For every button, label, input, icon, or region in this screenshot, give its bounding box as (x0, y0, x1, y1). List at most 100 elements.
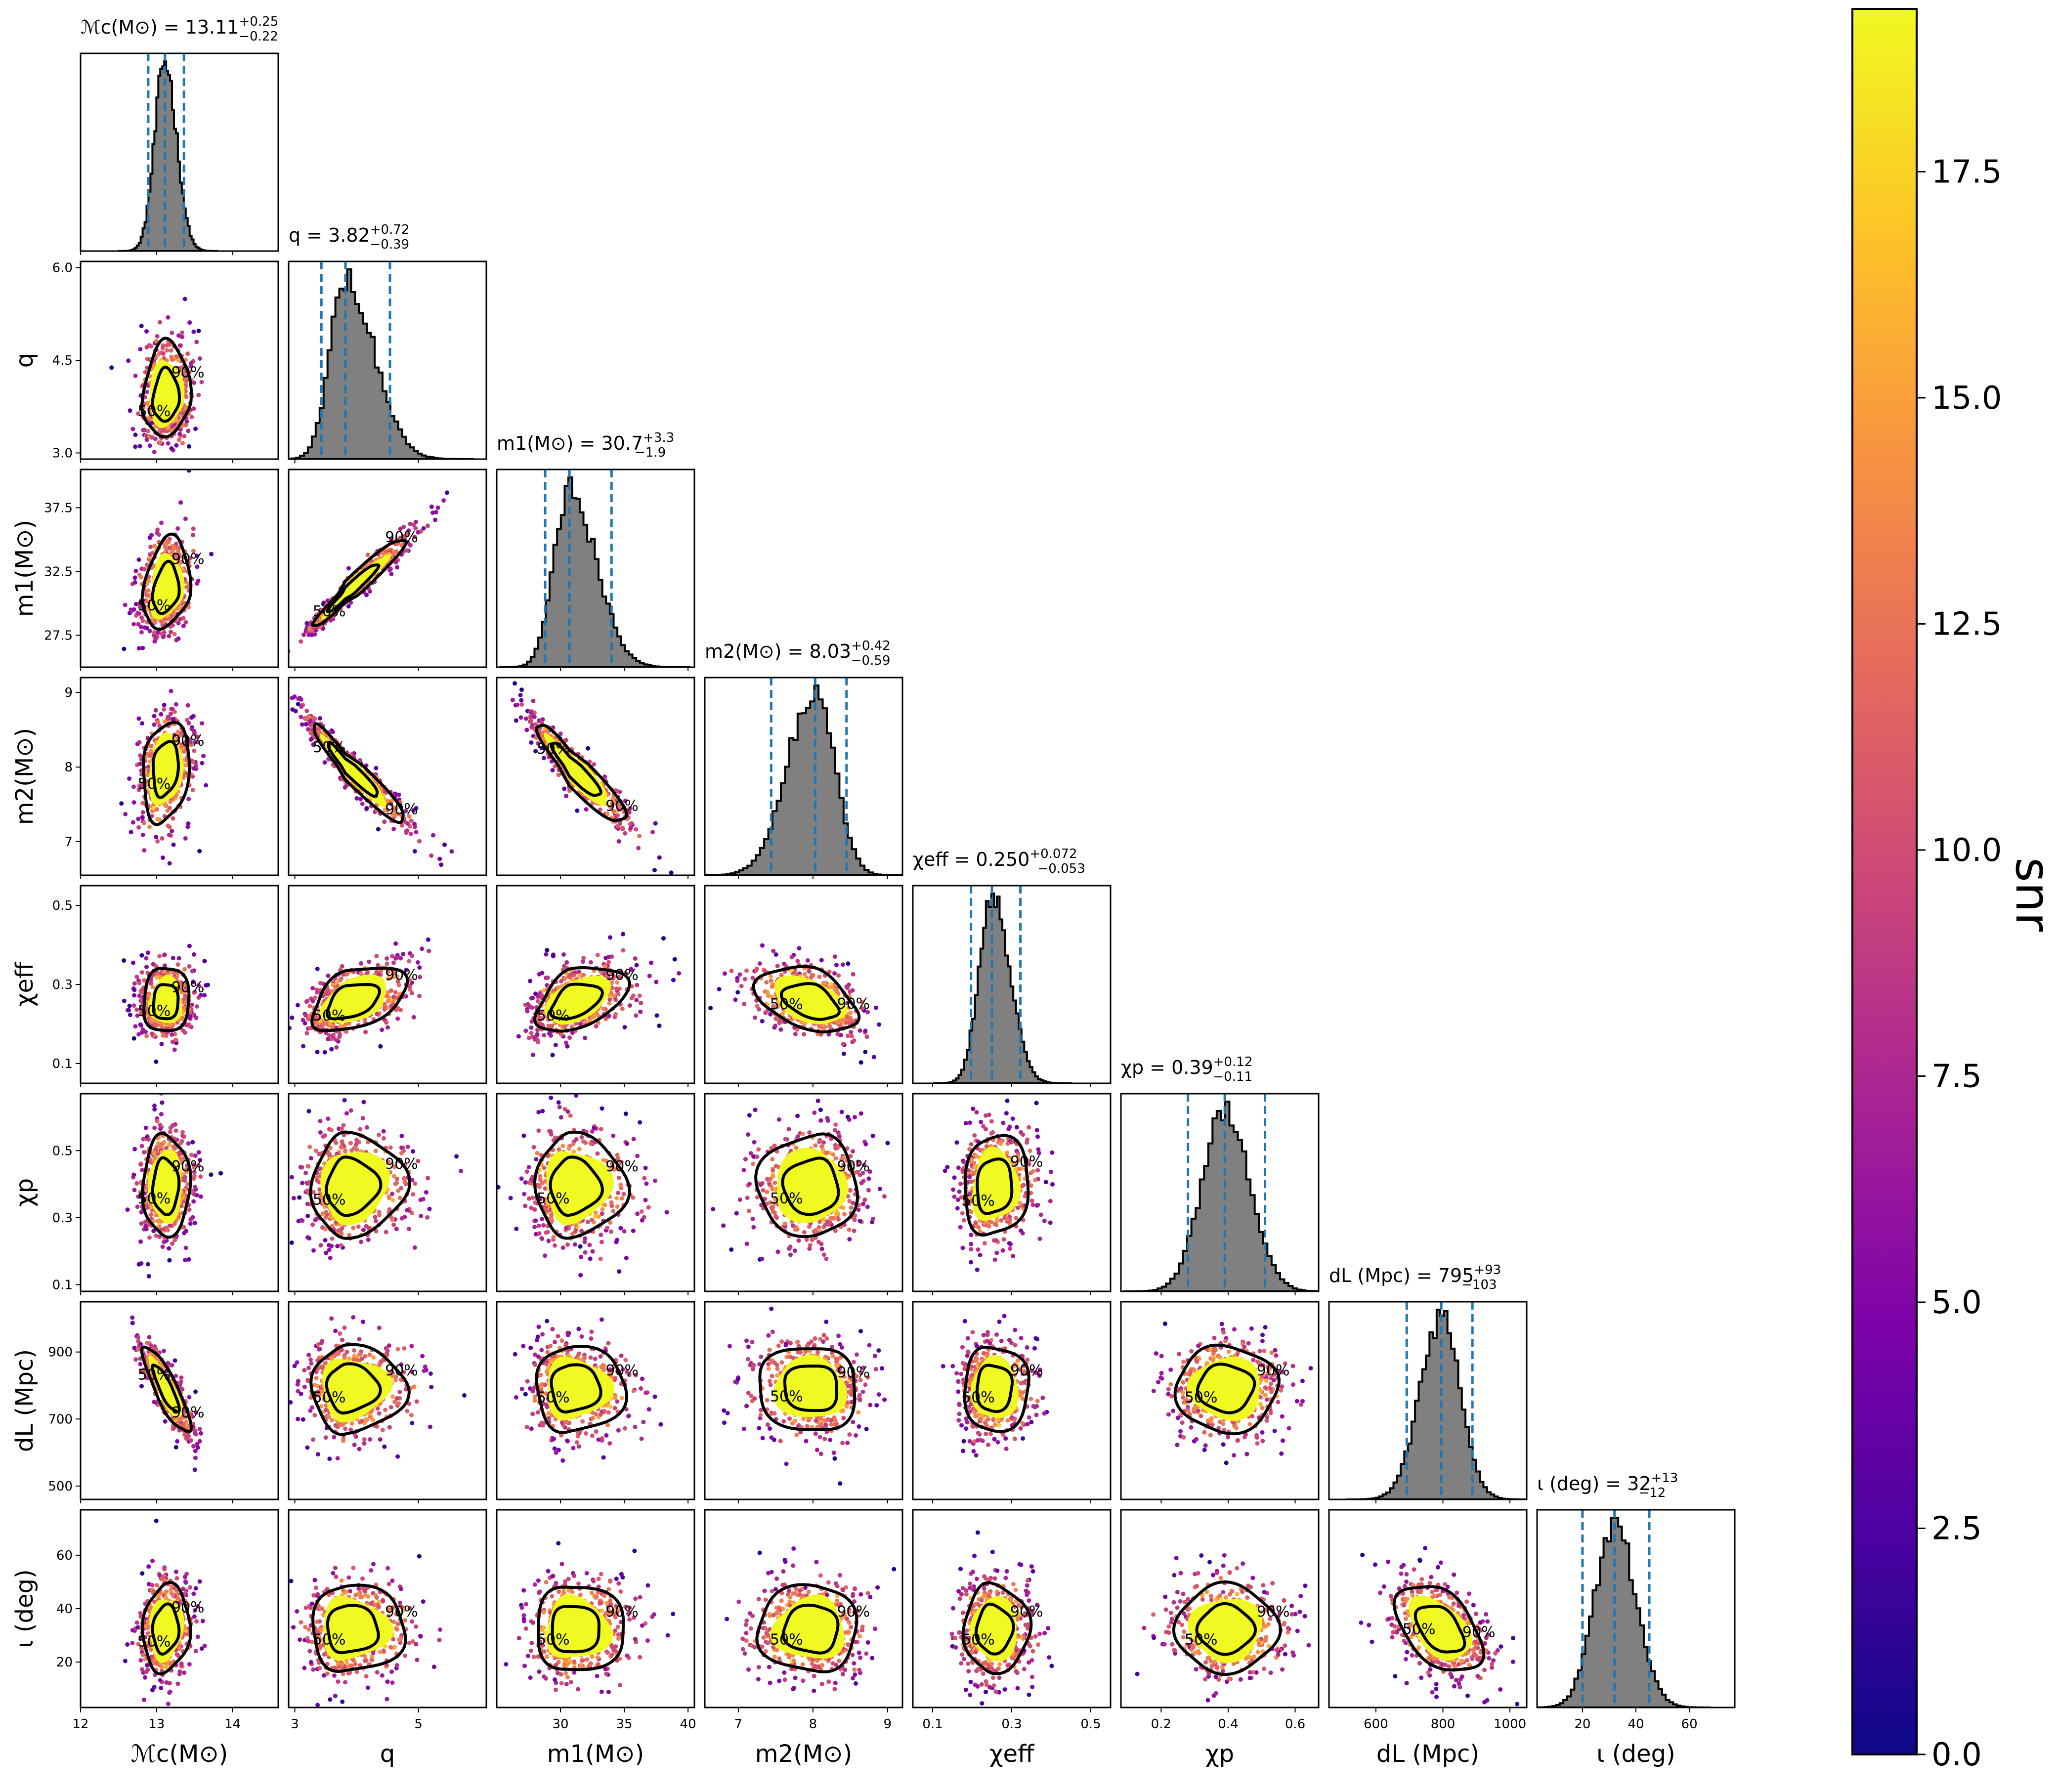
scatter-point (391, 994, 396, 999)
scatter-point (197, 356, 202, 361)
scatter-point (393, 990, 398, 995)
scatter-point (413, 824, 417, 829)
scatter-point (605, 811, 610, 816)
scatter-point (145, 950, 150, 955)
scatter-point (299, 715, 303, 720)
scatter-point (374, 954, 379, 959)
scatter-point (137, 981, 142, 985)
scatter-point (449, 849, 454, 854)
scatter-point (134, 601, 138, 606)
scatter-point (168, 711, 173, 716)
scatter-point (132, 575, 137, 580)
scatter-point (176, 437, 181, 442)
scatter-point (133, 444, 138, 449)
scatter-point (176, 956, 181, 961)
scatter-point (744, 968, 749, 973)
scatter-point (567, 1035, 572, 1040)
scatter-point (421, 526, 426, 531)
contour-50% (550, 741, 602, 797)
scatter-q-vs-mc: 50%90%3.04.56.0q (11, 260, 279, 463)
scatter-point (189, 726, 194, 731)
scatter-point (530, 1053, 535, 1057)
scatter-point (873, 1005, 878, 1010)
scatter-point (848, 989, 853, 994)
panel-frame (288, 677, 487, 876)
scatter-point (408, 521, 413, 526)
scatter-point (162, 703, 167, 708)
scatter-point (407, 959, 412, 964)
scatter-point (621, 948, 626, 953)
contour-label: 90% (171, 979, 205, 996)
contour-label: 50% (313, 1007, 346, 1024)
scatter-point (143, 1029, 148, 1034)
scatter-point (408, 543, 413, 548)
scatter-point (283, 695, 287, 699)
scatter-point (672, 957, 677, 962)
scatter-point (155, 839, 160, 844)
scatter-point (169, 970, 173, 975)
scatter-point (176, 549, 181, 554)
scatter-point (174, 443, 179, 448)
scatter-point (171, 842, 176, 847)
scatter-chieff-vs-m2: 50% 90% (704, 885, 903, 1087)
scatter-point (523, 1028, 528, 1033)
scatter-point (136, 411, 141, 416)
scatter-point (564, 960, 569, 965)
scatter-point (393, 941, 398, 946)
scatter-point (133, 432, 138, 437)
histogram-m1: m1(M⊙) = 30.7+3.3 −1.9 (496, 430, 695, 671)
contour-50% (326, 563, 381, 613)
scatter-point (162, 630, 167, 635)
scatter-point (155, 527, 160, 532)
scatter-point (409, 818, 414, 823)
scatter-point (364, 593, 369, 597)
scatter-point (669, 870, 674, 875)
scatter-point (832, 954, 837, 959)
scatter-point (634, 1013, 639, 1018)
scatter-m2-vs-m1: 50%90% (496, 677, 695, 879)
scatter-point (136, 825, 141, 830)
y-tick-label: 3.0 (52, 446, 73, 461)
scatter-point (148, 545, 153, 550)
scatter-point (134, 1007, 139, 1012)
scatter-point (137, 444, 142, 449)
scatter-point (533, 749, 538, 754)
y-axis-label-q: q (11, 353, 39, 368)
scatter-point (445, 490, 449, 495)
scatter-point (393, 956, 398, 961)
scatter-point (131, 607, 136, 612)
scatter-point (170, 357, 174, 362)
scatter-point (182, 297, 187, 301)
scatter-point (413, 526, 418, 531)
scatter-point (136, 816, 141, 821)
contour-50% (150, 365, 181, 423)
scatter-point (304, 709, 309, 714)
scatter-point (760, 943, 765, 948)
scatter-point (793, 1031, 798, 1036)
scatter-point (401, 952, 406, 956)
title-upper-error: +0.25 (239, 14, 279, 29)
scatter-point (442, 842, 447, 847)
scatter-point (132, 981, 137, 986)
scatter-point (542, 1033, 547, 1038)
scatter-point (404, 548, 409, 553)
scatter-point (131, 784, 136, 789)
scatter-point (386, 1025, 390, 1030)
scatter-point (166, 315, 171, 320)
scatter-point (845, 985, 850, 990)
scatter-point (144, 956, 149, 961)
scatter-point (209, 552, 214, 556)
scatter-point (139, 324, 144, 329)
scatter-point (157, 724, 162, 728)
scatter-point (841, 1042, 846, 1047)
contour-90% (312, 722, 405, 824)
scatter-point (564, 794, 569, 799)
scatter-point (671, 978, 676, 982)
scatter-point (186, 605, 191, 610)
scatter-point (863, 1049, 868, 1054)
scatter-point (326, 973, 331, 978)
scatter-point (136, 716, 141, 721)
scatter-point (190, 969, 195, 974)
